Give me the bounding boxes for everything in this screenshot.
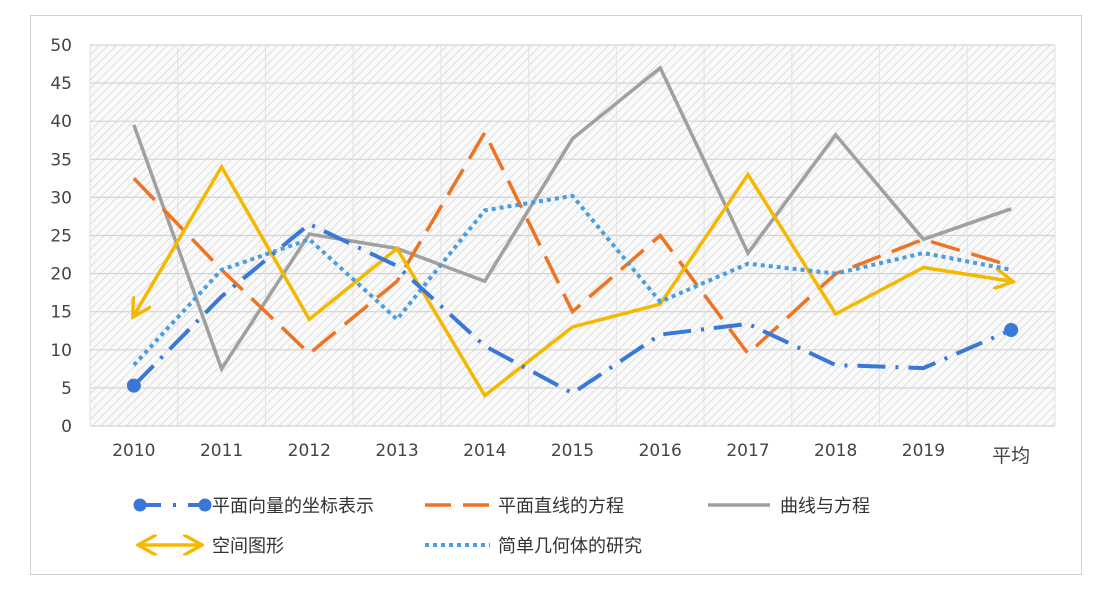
x-tick-label: 2015 <box>551 441 594 461</box>
x-tick-label: 2012 <box>288 441 331 461</box>
legend-marker <box>198 498 212 512</box>
x-tick-label: 平均 <box>992 445 1030 467</box>
legend-label: 空间图形 <box>212 536 284 557</box>
x-tick-label: 2016 <box>639 441 682 461</box>
legend-label: 平面向量的坐标表示 <box>212 496 374 517</box>
y-tick-label: 5 <box>61 379 72 399</box>
y-tick-label: 25 <box>50 227 72 247</box>
x-tick-label: 2018 <box>814 441 857 461</box>
x-tick-label: 2011 <box>200 441 243 461</box>
y-tick-label: 30 <box>50 188 72 208</box>
data-point <box>1004 322 1019 337</box>
y-tick-label: 15 <box>50 303 72 323</box>
legend-label: 简单几何体的研究 <box>498 536 642 557</box>
x-tick-label: 2014 <box>463 441 506 461</box>
data-point <box>126 378 141 393</box>
legend-label: 平面直线的方程 <box>498 496 624 517</box>
x-tick-label: 2010 <box>112 441 155 461</box>
y-tick-label: 20 <box>50 265 72 285</box>
y-tick-label: 50 <box>50 36 72 56</box>
y-tick-label: 0 <box>61 417 72 437</box>
legend-label: 曲线与方程 <box>780 496 870 517</box>
x-tick-label: 2017 <box>726 441 769 461</box>
legend-marker <box>133 498 147 512</box>
series-line-0 <box>132 221 1012 396</box>
y-tick-label: 10 <box>50 341 72 361</box>
y-tick-label: 40 <box>50 112 72 132</box>
y-tick-label: 35 <box>50 150 72 170</box>
x-tick-label: 2019 <box>902 441 945 461</box>
chart-frame <box>30 15 1082 575</box>
y-tick-label: 45 <box>50 74 72 94</box>
x-tick-label: 2013 <box>375 441 418 461</box>
